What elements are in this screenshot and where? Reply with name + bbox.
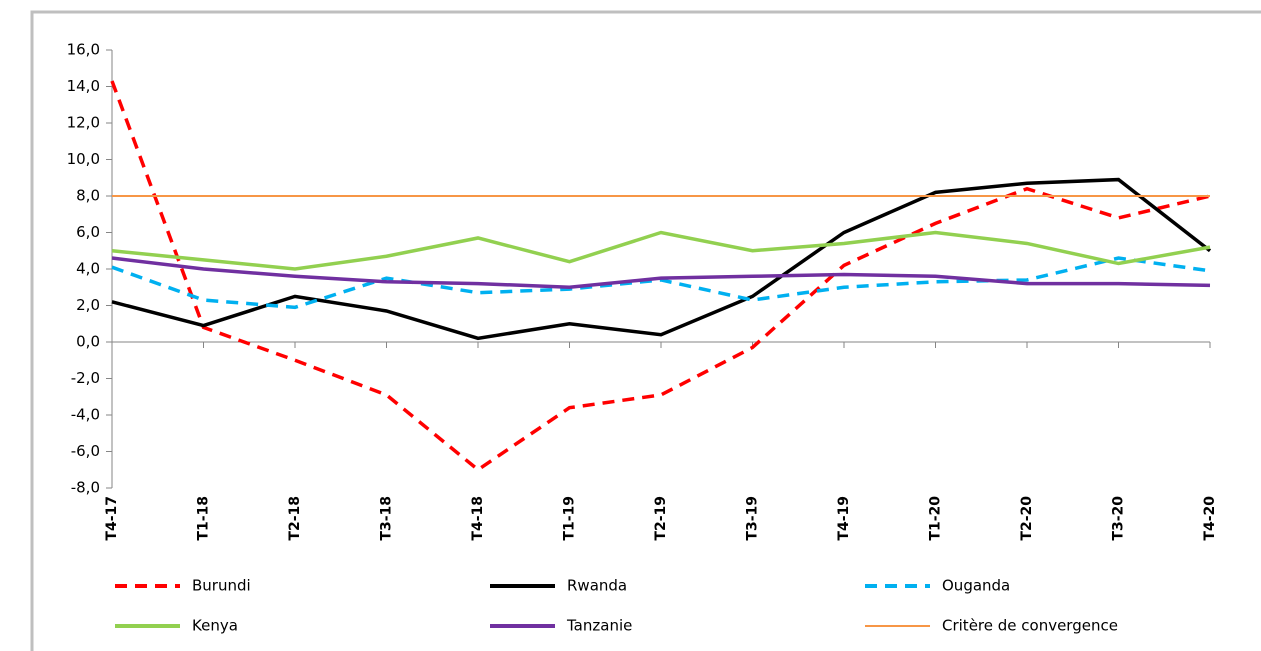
legend-label: Ouganda — [942, 577, 1010, 595]
y-tick-label: 10,0 — [67, 150, 100, 168]
y-tick-label: 6,0 — [76, 223, 100, 241]
y-tick-label: 16,0 — [67, 41, 100, 59]
legend-label: Burundi — [192, 577, 251, 595]
x-tick-label: T3-19 — [745, 496, 761, 541]
y-tick-label: -4,0 — [71, 406, 100, 424]
x-tick-label: T2-20 — [1019, 496, 1035, 541]
y-tick-label: 12,0 — [67, 114, 100, 132]
x-tick-label: T1-19 — [562, 496, 578, 541]
x-tick-label: T4-18 — [470, 496, 486, 541]
series-line — [111, 177, 1212, 341]
x-tick-label: T2-18 — [287, 496, 303, 541]
x-tick-label: T1-18 — [196, 496, 212, 541]
series-line — [111, 256, 1211, 310]
series-line — [110, 80, 1211, 472]
x-tick-label: T3-20 — [1111, 496, 1127, 541]
series-line — [111, 230, 1211, 271]
y-tick-label: -2,0 — [71, 369, 100, 387]
series-line — [111, 256, 1211, 290]
x-tick-label: T2-19 — [653, 496, 669, 541]
legend-label: Critère de convergence — [942, 617, 1118, 635]
y-tick-label: 4,0 — [76, 260, 100, 278]
x-tick-label: T4-19 — [836, 496, 852, 541]
y-tick-label: 8,0 — [76, 187, 100, 205]
x-tick-label: T1-20 — [928, 496, 944, 541]
x-tick-label: T3-18 — [379, 496, 395, 541]
legend-label: Tanzanie — [566, 617, 632, 635]
legend-label: Kenya — [192, 617, 238, 635]
y-tick-label: -8,0 — [71, 479, 100, 497]
x-tick-label: T4-20 — [1202, 496, 1218, 541]
x-tick-label: T4-17 — [104, 496, 120, 541]
legend-label: Rwanda — [567, 577, 627, 595]
y-tick-label: 2,0 — [76, 296, 100, 314]
y-tick-label: 14,0 — [67, 77, 100, 95]
y-tick-label: 0,0 — [76, 333, 100, 351]
y-tick-label: -6,0 — [71, 442, 100, 460]
